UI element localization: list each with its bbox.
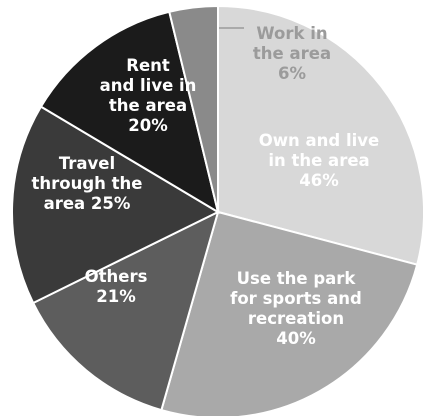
slice-label-line: Work in bbox=[256, 24, 327, 43]
slice-label-line: Use the park bbox=[237, 269, 357, 288]
slice-label-line: 40% bbox=[276, 329, 316, 348]
slice-label-use-the-park-for-sports-and-recreation-40: Use the park for sports and recreation 40% bbox=[230, 269, 362, 348]
slice-label-line: Others bbox=[85, 267, 148, 286]
slice-label-line: for sports and bbox=[230, 289, 362, 308]
slice-work-in-the-area-6 bbox=[168, 4, 219, 213]
slice-label-line: through the bbox=[32, 174, 143, 193]
slice-own-and-live-in-the-area-46 bbox=[217, 4, 423, 266]
slice-label-line: area 25% bbox=[44, 194, 131, 213]
slice-label-rent-and-live-in-the-area-20: Rent and live in the area 20% bbox=[100, 56, 197, 135]
slice-label-others-21: Others 21% bbox=[85, 267, 148, 306]
slice-label-travel-through-the-area-25: Travel through the area 25% bbox=[32, 154, 143, 213]
slice-label-line: the area bbox=[253, 44, 331, 63]
slice-labels: Own and live in the area 46% Use the park fo… bbox=[32, 24, 380, 348]
slice-label-own-and-live-in-the-area-46: Own and live in the area 46% bbox=[259, 131, 379, 190]
pie-slices bbox=[11, 4, 423, 416]
slice-label-work-in-the-area-6: Work in the area 6% bbox=[253, 24, 331, 83]
slice-label-line: recreation bbox=[248, 309, 344, 328]
slice-label-line: 46% bbox=[299, 171, 339, 190]
slice-others-21 bbox=[31, 210, 220, 412]
slice-label-line: Rent bbox=[126, 56, 170, 75]
slice-rent-and-live-in-the-area-20 bbox=[39, 10, 220, 215]
slice-travel-through-the-area-25 bbox=[11, 105, 221, 305]
slice-label-line: Travel bbox=[59, 154, 115, 173]
slice-label-line: in the area bbox=[268, 151, 369, 170]
slice-label-line: the area bbox=[109, 96, 187, 115]
slice-use-the-park-for-sports-and-recreation-40 bbox=[160, 210, 419, 416]
slice-label-line: 20% bbox=[128, 116, 168, 135]
slice-label-line: 21% bbox=[96, 287, 136, 306]
slice-label-line: Own and live bbox=[259, 131, 379, 150]
slice-label-line: and live in bbox=[100, 76, 197, 95]
slice-label-line: 6% bbox=[278, 64, 306, 83]
